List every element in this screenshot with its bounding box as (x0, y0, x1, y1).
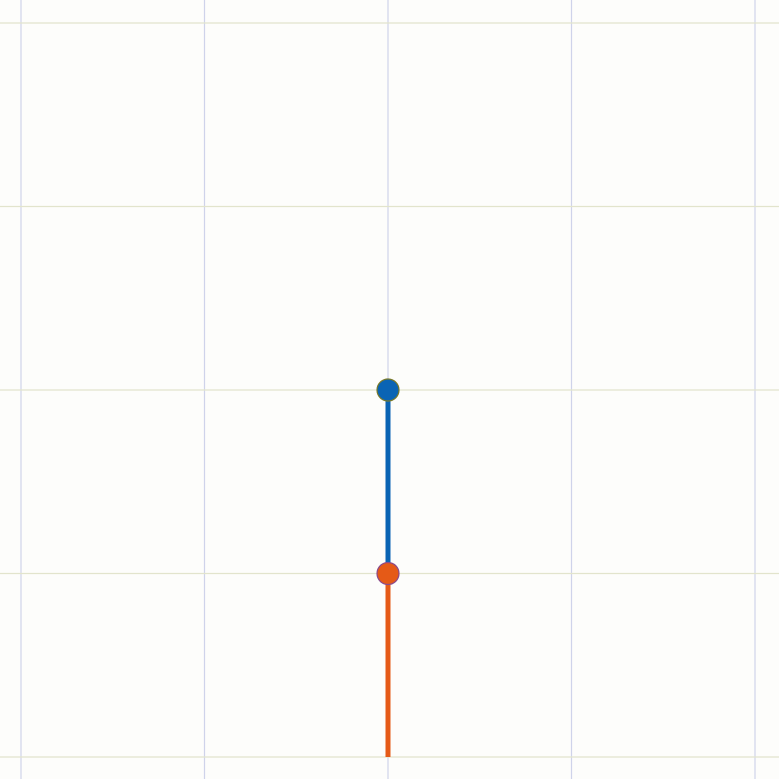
joint-middle (376, 561, 400, 586)
linkage-joints (376, 378, 400, 586)
joint-top (376, 378, 400, 402)
